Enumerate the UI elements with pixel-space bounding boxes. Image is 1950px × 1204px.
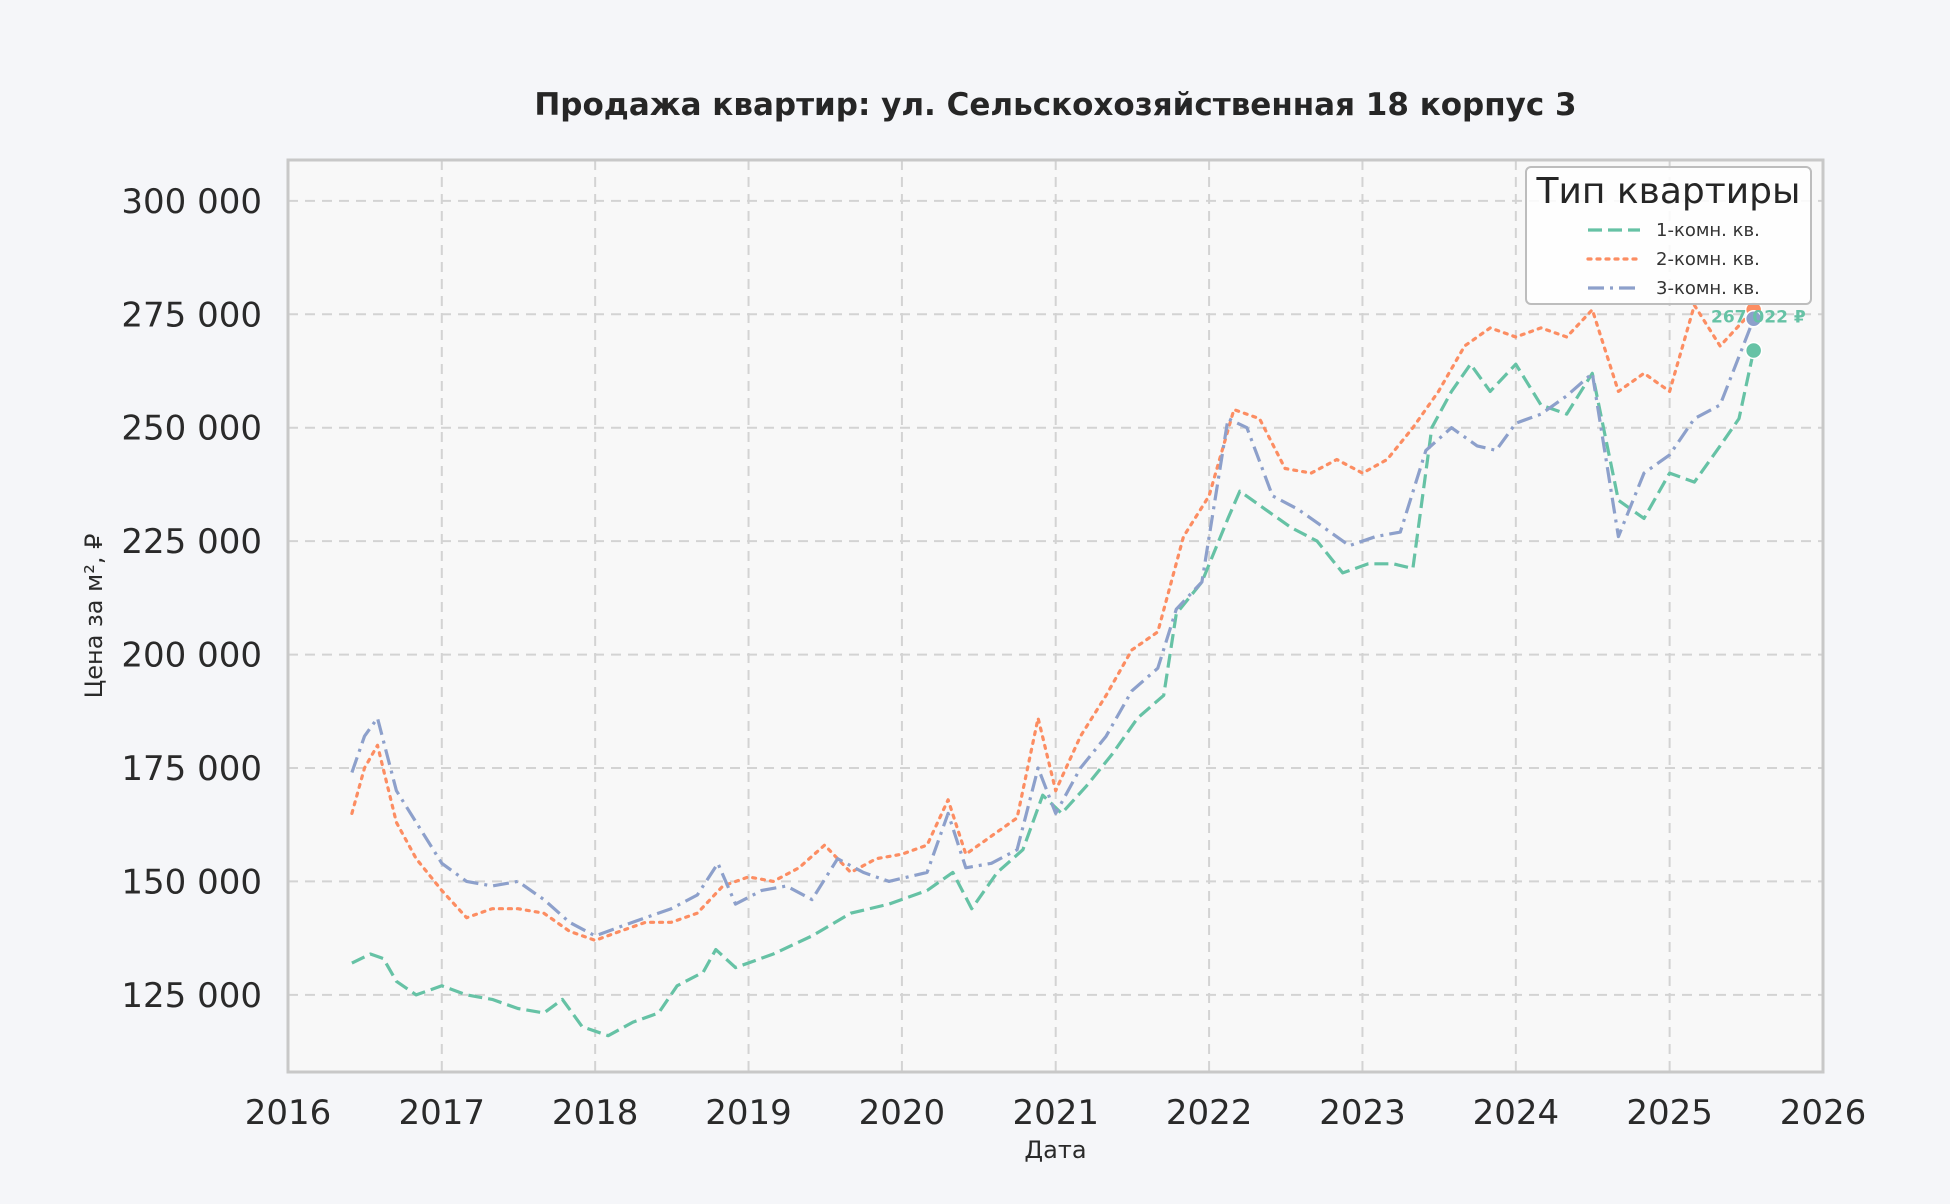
x-tick-label: 2023 bbox=[1319, 1093, 1406, 1133]
plot-area bbox=[288, 160, 1823, 1072]
y-tick-label: 200 000 bbox=[121, 636, 262, 676]
legend-label-1: 1-комн. кв. bbox=[1656, 220, 1760, 241]
y-tick-label: 175 000 bbox=[121, 749, 262, 789]
x-tick-label: 2018 bbox=[552, 1093, 639, 1133]
series-line-3 bbox=[350, 318, 1756, 938]
series-line-2 bbox=[350, 303, 1756, 942]
legend-title: Тип квартиры bbox=[1536, 171, 1801, 212]
x-tick-label: 2025 bbox=[1626, 1093, 1713, 1133]
x-tick-label: 2020 bbox=[859, 1093, 946, 1133]
x-tick-label: 2017 bbox=[399, 1093, 486, 1133]
legend-box bbox=[1525, 166, 1812, 305]
legend-label-3: 3-комн. кв. bbox=[1656, 278, 1760, 299]
series-end-marker-3 bbox=[1744, 310, 1763, 328]
plot-frame bbox=[286, 158, 1825, 1074]
legend-entries: 1-комн. кв. 2-комн. кв. 3-комн. кв. bbox=[1586, 220, 1760, 299]
series-end-marker-1 bbox=[1744, 341, 1763, 360]
x-tick-label: 2024 bbox=[1473, 1093, 1560, 1133]
x-tick-label: 2026 bbox=[1780, 1093, 1867, 1133]
y-tick-label: 125 000 bbox=[121, 976, 262, 1016]
y-ticks: 125 000 150 000 175 000 200 000 225 000 250 0… bbox=[121, 182, 262, 1016]
series-line-1 bbox=[351, 350, 1756, 1038]
x-tick-label: 2016 bbox=[245, 1093, 332, 1133]
y-tick-label: 250 000 bbox=[121, 409, 262, 449]
x-tick-label: 2019 bbox=[705, 1093, 792, 1133]
x-axis-label: Дата bbox=[1024, 1136, 1086, 1164]
y-axis-label: Цена за м², ₽ bbox=[80, 534, 108, 699]
y-tick-label: 150 000 bbox=[121, 862, 262, 902]
x-tick-label: 2021 bbox=[1012, 1093, 1099, 1133]
legend: Тип квартиры 1-комн. кв. 2-комн. кв. 3-ком… bbox=[1525, 166, 1812, 305]
x-ticks: 2016 2017 2018 2019 2020 2021 2022 2023 2024 2025… bbox=[245, 1093, 1867, 1133]
end-value-label: 267 022 ₽ bbox=[1711, 307, 1806, 327]
chart-title: Продажа квартир: ул. Сельскохозяйственна… bbox=[534, 87, 1576, 123]
series-layer bbox=[350, 303, 1756, 1038]
y-tick-label: 275 000 bbox=[121, 295, 262, 335]
grid bbox=[288, 160, 1823, 1072]
y-tick-label: 225 000 bbox=[121, 522, 262, 562]
y-tick-label: 300 000 bbox=[121, 182, 262, 222]
x-tick-label: 2022 bbox=[1166, 1093, 1253, 1133]
legend-label-2: 2-комн. кв. bbox=[1656, 249, 1760, 270]
